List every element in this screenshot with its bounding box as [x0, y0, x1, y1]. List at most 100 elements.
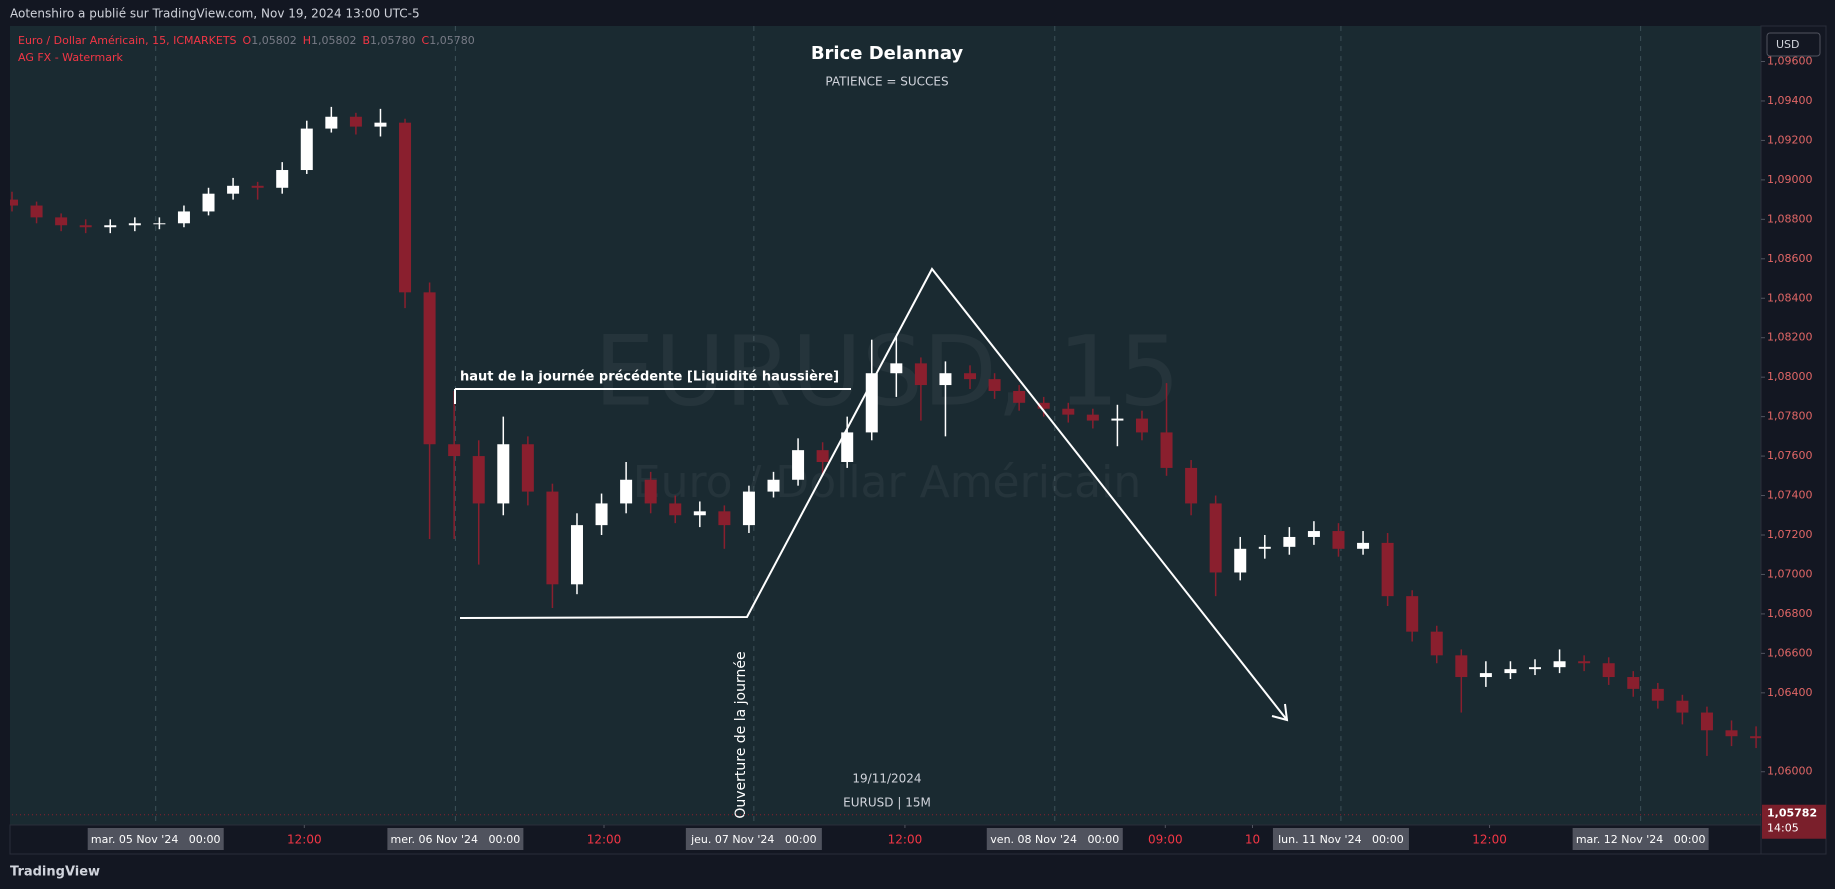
symbol-name: Euro / Dollar Américain, 15, ICMARKETS — [18, 34, 237, 47]
ohlc-value: 1,05780 — [370, 34, 416, 47]
candle-body — [914, 363, 927, 386]
candle-body — [79, 225, 92, 228]
x-tick-label: 12:00 — [587, 833, 622, 847]
candle-body — [939, 373, 952, 386]
candle-body — [1430, 631, 1443, 656]
watermark: EURUSD, 15 Euro / Dollar Américain — [594, 315, 1180, 508]
y-tick-label: 1,06400 — [1767, 686, 1813, 699]
countdown: 14:05 — [1767, 822, 1799, 835]
x-tick-label: mar. 05 Nov '24 00:00 — [91, 833, 221, 846]
candle-body — [1283, 536, 1296, 547]
candle-body — [251, 185, 264, 188]
candle-body — [1651, 688, 1664, 701]
candle-body — [521, 444, 534, 492]
candle-body — [1504, 669, 1517, 674]
candle-body — [1185, 467, 1198, 504]
candle-body — [472, 456, 485, 504]
y-tick-label: 1,07200 — [1767, 528, 1813, 541]
y-tick-label: 1,09200 — [1767, 133, 1813, 146]
candle-body — [399, 122, 412, 293]
ohlc-key: O — [243, 34, 252, 47]
currency-button[interactable] — [1766, 32, 1821, 57]
price-axis — [1760, 25, 1827, 855]
candle-body — [30, 205, 43, 218]
candles — [10, 106, 1761, 756]
trend-path — [459, 267, 1288, 721]
candle-body — [1479, 673, 1492, 678]
candle-body — [497, 444, 510, 504]
candle-body — [10, 199, 18, 206]
annotation: Ouverture de la journée — [733, 651, 749, 818]
x-tick-box — [685, 828, 822, 850]
candle-body — [964, 373, 977, 380]
candle-body — [595, 503, 608, 526]
candle-body — [767, 479, 780, 492]
y-tick-label: 1,08400 — [1767, 291, 1813, 304]
drawings — [454, 267, 1289, 722]
y-tick-label: 1,06000 — [1767, 765, 1813, 778]
y-tick-label: 1,09400 — [1767, 94, 1813, 107]
indicator-legend: AG FX - Watermark — [18, 51, 123, 64]
x-tick-label: 10 — [1245, 833, 1260, 847]
candle-body — [1209, 503, 1222, 573]
candle-body — [1013, 390, 1026, 403]
candle-body — [693, 511, 706, 516]
candle-body — [1553, 661, 1566, 668]
candle-body — [300, 128, 313, 171]
y-tick-label: 1,06800 — [1767, 607, 1813, 620]
candle-body — [128, 223, 141, 226]
ohlc-key: C — [422, 34, 430, 47]
candle-body — [1307, 531, 1320, 537]
x-tick-label: mar. 12 Nov '24 00:00 — [1576, 833, 1706, 846]
candle-body — [1529, 667, 1542, 670]
candle-body — [792, 450, 805, 480]
x-tick-box — [387, 828, 524, 850]
ohlc-key: H — [303, 34, 311, 47]
x-tick-box — [1572, 828, 1709, 850]
candle-body — [448, 444, 461, 457]
candle-body — [1086, 414, 1099, 421]
x-tick-box — [87, 828, 224, 850]
x-tick-label: 09:00 — [1148, 833, 1183, 847]
y-tick-label: 1,08000 — [1767, 370, 1813, 383]
currency-label[interactable]: USD — [1776, 38, 1800, 51]
candle-body — [1160, 432, 1173, 468]
brand-logo[interactable]: TradingView — [10, 865, 100, 880]
x-tick-box — [986, 828, 1123, 850]
y-tick-label: 1,07800 — [1767, 410, 1813, 423]
x-tick-label: 12:00 — [1472, 833, 1507, 847]
candle-body — [1750, 736, 1761, 739]
y-tick-label: 1,09000 — [1767, 173, 1813, 186]
candle-body — [1700, 712, 1713, 731]
candle-body — [374, 122, 387, 127]
candle-body — [1602, 663, 1615, 678]
y-tick-label: 1,07000 — [1767, 567, 1813, 580]
y-tick-label: 1,06600 — [1767, 646, 1813, 659]
chart-title: Brice Delannay — [811, 43, 964, 64]
ohlc-value: 1,05780 — [429, 34, 475, 47]
annotation: 19/11/2024 — [852, 772, 921, 786]
candle-body — [1455, 655, 1468, 678]
candle-body — [202, 193, 215, 212]
last-price-label: 1,05782 — [1767, 807, 1817, 820]
watermark-name: Euro / Dollar Américain — [633, 457, 1141, 508]
candle-body — [1111, 418, 1124, 421]
annotation: EURUSD | 15M — [843, 796, 931, 810]
candle-body — [988, 379, 1001, 391]
x-tick-label: 12:00 — [888, 833, 923, 847]
y-tick-label: 1,08200 — [1767, 331, 1813, 344]
candle-body — [570, 525, 583, 585]
candle-body — [276, 170, 289, 188]
candle-body — [644, 479, 657, 504]
x-tick-box — [1272, 828, 1409, 850]
candle-body — [177, 211, 190, 224]
candle-body — [349, 116, 362, 127]
candle-body — [1381, 542, 1394, 597]
watermark-symbol: EURUSD, 15 — [594, 315, 1180, 427]
candle-body — [1406, 596, 1419, 632]
y-tick-label: 1,08800 — [1767, 212, 1813, 225]
candle-body — [423, 292, 436, 445]
candle-body — [620, 479, 633, 504]
candle-body — [325, 116, 338, 129]
